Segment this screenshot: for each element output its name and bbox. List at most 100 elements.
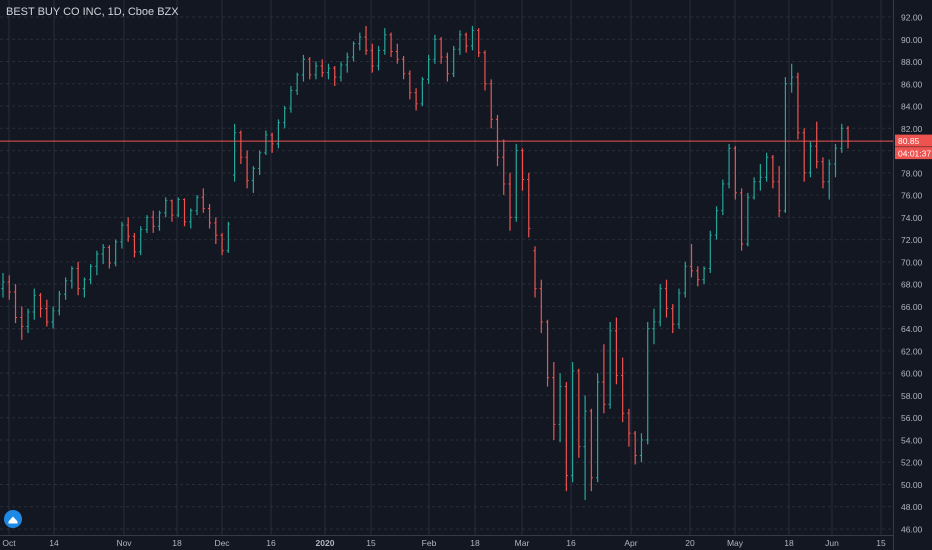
ohlc-bar xyxy=(333,65,337,87)
y-tick-label: 74.00 xyxy=(901,213,923,223)
ohlc-bar xyxy=(364,25,368,55)
ohlc-bar xyxy=(790,63,794,93)
ohlc-bar xyxy=(758,163,762,191)
ohlc-bar xyxy=(395,43,399,64)
ohlc-bar xyxy=(370,43,374,73)
ohlc-bar xyxy=(570,362,575,483)
ohlc-bar xyxy=(139,226,143,256)
countdown-label: 04:01:37 xyxy=(898,149,931,159)
ohlc-bar xyxy=(646,321,650,445)
ohlc-bar xyxy=(433,34,437,64)
ohlc-bar xyxy=(45,299,49,327)
ohlc-bar xyxy=(195,195,199,216)
ohlc-bar xyxy=(777,166,781,218)
ohlc-bar xyxy=(483,50,487,91)
ohlc-bar xyxy=(176,197,180,218)
ohlc-bar xyxy=(170,199,174,222)
x-tick-label: 2020 xyxy=(316,538,335,548)
ohlc-bar xyxy=(351,41,356,62)
ohlc-bar xyxy=(132,232,137,258)
ohlc-bar xyxy=(264,130,268,156)
x-tick-label: Dec xyxy=(214,538,230,548)
ohlc-bar xyxy=(157,210,162,231)
ohlc-bar xyxy=(458,30,462,55)
x-tick-label: Jun xyxy=(825,538,839,548)
ohlc-bar xyxy=(746,192,750,247)
y-tick-label: 78.00 xyxy=(901,168,923,178)
ohlc-bar xyxy=(239,130,243,164)
ohlc-bar xyxy=(677,288,681,329)
ohlc-bar xyxy=(201,188,205,213)
y-tick-label: 54.00 xyxy=(901,435,923,445)
ohlc-bar xyxy=(539,279,543,334)
ohlc-bar xyxy=(345,52,349,73)
ohlc-bar xyxy=(182,198,187,227)
y-tick-label: 84.00 xyxy=(901,102,923,112)
ohlc-bar xyxy=(514,143,518,222)
ohlc-bar xyxy=(289,86,293,113)
ohlc-bar xyxy=(1,273,5,298)
ohlc-bar xyxy=(76,261,80,296)
ohlc-bar xyxy=(26,308,30,334)
y-tick-label: 46.00 xyxy=(901,525,923,535)
ohlc-bar xyxy=(733,146,737,200)
ohlc-bar xyxy=(495,114,500,167)
ohlc-bar xyxy=(420,77,424,107)
ohlc-bar xyxy=(470,25,475,51)
ohlc-bar xyxy=(564,382,568,492)
y-tick-label: 66.00 xyxy=(901,302,923,312)
ohlc-bar xyxy=(214,217,218,245)
ohlc-bar xyxy=(552,362,556,440)
countdown-tag xyxy=(895,147,932,160)
y-tick-label: 52.00 xyxy=(901,458,923,468)
ohlc-bar xyxy=(658,284,662,327)
ohlc-bar xyxy=(401,55,406,80)
ohlc-bar xyxy=(251,166,255,193)
ohlc-bar xyxy=(107,245,112,269)
ohlc-bar xyxy=(527,172,531,238)
ohlc-bar xyxy=(545,319,550,387)
y-tick-label: 86.00 xyxy=(901,79,923,89)
ohlc-bar xyxy=(20,306,24,340)
ohlc-bar xyxy=(558,373,562,443)
ohlc-bar xyxy=(120,221,124,249)
tradingview-cloud-icon[interactable] xyxy=(4,510,22,528)
ohlc-bar xyxy=(771,155,775,189)
ohlc-bar xyxy=(51,306,55,329)
ohlc-bar xyxy=(671,304,675,334)
ohlc-bar xyxy=(220,232,224,256)
x-tick-label: 16 xyxy=(566,538,576,548)
ohlc-bar xyxy=(32,288,36,320)
ohlc-bar xyxy=(802,128,806,182)
ohlc-bar xyxy=(815,121,819,169)
ohlc-bar xyxy=(226,221,230,253)
x-tick-label: Mar xyxy=(515,538,530,548)
ohlc-bar xyxy=(689,244,694,278)
ohlc-bar xyxy=(808,141,813,178)
ohlc-bar xyxy=(151,210,155,233)
ohlc-bar xyxy=(376,45,381,71)
x-tick-label: 16 xyxy=(266,538,276,548)
ohlc-bar xyxy=(101,244,105,265)
x-tick-label: 15 xyxy=(366,538,376,548)
y-tick-label: 90.00 xyxy=(901,35,923,45)
ohlc-bar xyxy=(664,279,669,318)
ohlc-bar xyxy=(833,143,838,178)
x-tick-label: Oct xyxy=(2,538,16,548)
ohlc-bar xyxy=(126,217,130,242)
ohlc-bar xyxy=(752,177,756,200)
ohlc-bar xyxy=(89,264,93,285)
ohlc-bar xyxy=(358,32,362,51)
x-tick-label: Feb xyxy=(422,538,437,548)
x-tick-label: 15 xyxy=(876,538,886,548)
ohlc-bar xyxy=(596,373,600,483)
ohlc-bar xyxy=(57,290,61,316)
ohlc-bar xyxy=(258,150,262,176)
y-tick-label: 72.00 xyxy=(901,235,923,245)
y-tick-label: 60.00 xyxy=(901,369,923,379)
ohlc-bar xyxy=(383,28,387,55)
ohlc-bar xyxy=(639,433,644,463)
ohlc-bar xyxy=(602,344,606,414)
